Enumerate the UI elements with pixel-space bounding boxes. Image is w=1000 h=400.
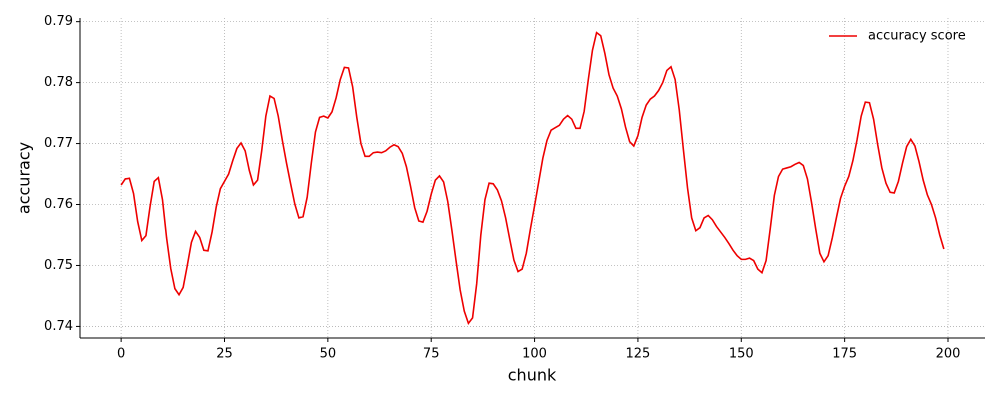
x-tick-label: 125 — [626, 347, 651, 362]
y-axis-label: accuracy — [15, 142, 34, 214]
x-tick-label: 150 — [729, 347, 754, 362]
y-tick-label: 0.78 — [44, 75, 73, 90]
x-tick-label: 175 — [832, 347, 857, 362]
x-tick-label: 25 — [216, 347, 233, 362]
y-tick-label: 0.77 — [44, 136, 73, 151]
x-tick-label: 0 — [117, 347, 125, 362]
x-tick-label: 75 — [423, 347, 440, 362]
y-tick-label: 0.74 — [44, 319, 73, 334]
x-tick-label: 200 — [936, 347, 961, 362]
y-tick-label: 0.75 — [44, 258, 73, 273]
line-series — [120, 31, 945, 326]
x-axis-label: chunk — [508, 366, 557, 385]
x-tick-label: 50 — [320, 347, 337, 362]
x-tick-label: 100 — [522, 347, 547, 362]
y-tick-label: 0.79 — [44, 14, 73, 29]
y-tick-label: 0.76 — [44, 197, 73, 212]
legend-label: accuracy score — [868, 29, 966, 44]
